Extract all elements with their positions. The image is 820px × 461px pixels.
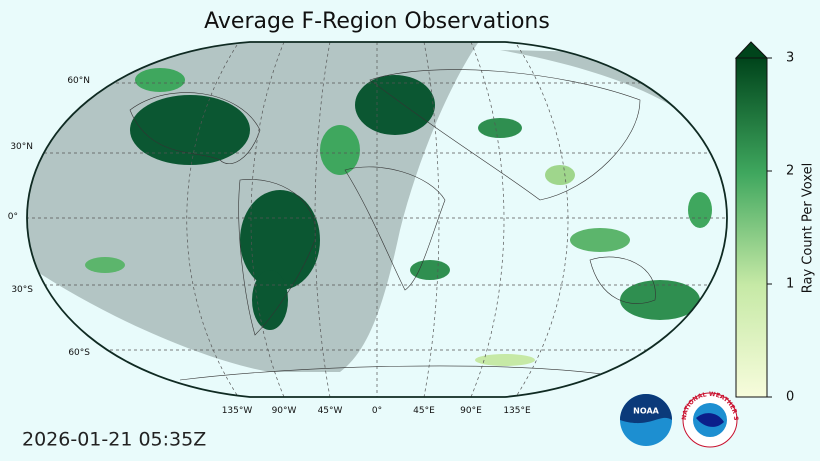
graticule <box>27 42 727 397</box>
colorbar-bar <box>735 57 768 398</box>
lon-label: 90°E <box>460 406 482 416</box>
lon-label: 45°W <box>318 406 343 416</box>
lat-label: 30°N <box>10 142 33 152</box>
title: Average F-Region Observations <box>204 9 550 34</box>
colorbar-tick-label: 1 <box>786 277 794 292</box>
lat-labels: 60°N 30°N 0° 30°S 60°S <box>8 76 91 358</box>
colorbar-tick-label: 0 <box>786 390 794 405</box>
nws-cloud <box>696 413 724 427</box>
map-border <box>26 41 728 398</box>
observations <box>85 68 712 366</box>
lon-label: 135°W <box>222 406 253 416</box>
lat-label: 30°S <box>11 285 33 295</box>
lat-label: 0° <box>8 212 18 222</box>
noaa-text: NOAA <box>633 407 659 416</box>
colorbar-tick-label: 2 <box>786 164 794 179</box>
colorbar-extend <box>734 41 769 59</box>
colorbar-label: Ray Count Per Voxel <box>801 163 816 293</box>
lon-label: 0° <box>372 406 382 416</box>
colorbar-tick-label: 3 <box>786 51 794 66</box>
noaa-top <box>620 394 672 424</box>
colorbar: Ray Count Per Voxel 0 1 2 3 <box>734 41 816 405</box>
coastlines <box>129 69 656 381</box>
lon-label: 135°E <box>503 406 531 416</box>
map <box>27 42 727 397</box>
lat-label: 60°N <box>67 76 90 86</box>
lat-label: 60°S <box>68 348 90 358</box>
timestamp: 2026-01-21 05:35Z <box>22 429 206 451</box>
lon-label: 45°E <box>413 406 435 416</box>
noaa-logo: NOAA <box>620 394 672 446</box>
lon-label: 90°W <box>272 406 297 416</box>
lon-labels: 135°W 90°W 45°W 0° 45°E 90°E 135°E <box>222 406 531 416</box>
